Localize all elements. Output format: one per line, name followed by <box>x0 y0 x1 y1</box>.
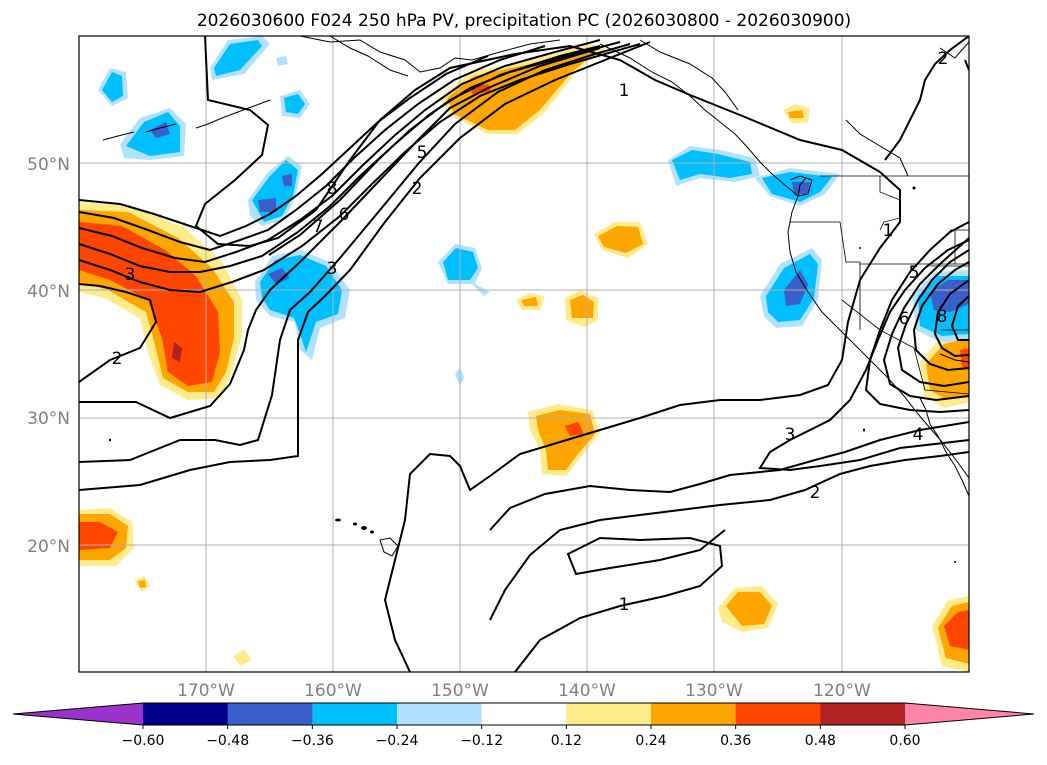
pv-label: 1 <box>883 221 894 241</box>
pv-label: 2 <box>938 49 949 69</box>
precip-negative-area <box>258 198 276 212</box>
colorbar-segment <box>312 703 398 725</box>
colorbar-segment <box>481 703 567 725</box>
figure-title: 2026030600 F024 250 hPa PV, precipitatio… <box>197 11 851 31</box>
precip-shading <box>79 36 969 672</box>
pv-label: 2 <box>112 349 123 369</box>
colorbar-tick-label: −0.60 <box>122 733 165 749</box>
pv-label: 2 <box>810 483 821 503</box>
precip-positive-area <box>944 610 969 650</box>
lon-label: 170°W <box>177 681 235 701</box>
precip-positive-area <box>598 226 643 253</box>
colorbar-segment <box>820 703 906 725</box>
islands <box>108 186 956 563</box>
colorbar-tick-label: −0.36 <box>291 733 334 749</box>
precip-negative-area <box>214 40 262 76</box>
island-outlines <box>102 99 399 557</box>
precip-positive-area <box>960 348 969 370</box>
precip-positive-area <box>470 84 492 94</box>
colorbar-tick-label: 0.60 <box>889 733 920 749</box>
pv-label: 1 <box>619 595 630 615</box>
map-frame <box>78 35 970 673</box>
pv-label: 8 <box>327 179 338 199</box>
pv-label: 6 <box>899 309 910 329</box>
colorbar-extend-low <box>13 703 143 725</box>
lon-label: 120°W <box>813 681 871 701</box>
pv-label: 5 <box>909 263 920 283</box>
colorbar-tick-label: −0.48 <box>206 733 249 749</box>
colorbar-segment <box>566 703 652 725</box>
lat-label: 50°N <box>27 155 70 175</box>
lon-label: 160°W <box>304 681 362 701</box>
colorbar-extend-high <box>905 703 1034 725</box>
precip-positive-area <box>521 297 538 306</box>
colorbar-tick-label: 0.12 <box>551 733 582 749</box>
colorbar-tick-label: 0.48 <box>805 733 836 749</box>
colorbar-tick-label: −0.12 <box>460 733 503 749</box>
precip-positive-area <box>570 295 594 318</box>
pv-contours <box>79 36 969 672</box>
coastlines <box>299 36 969 497</box>
pv-label: 7 <box>313 217 324 237</box>
precip-positive-area <box>79 222 220 386</box>
colorbar-segment <box>143 703 229 725</box>
precip-positive-area <box>79 522 118 550</box>
precip-positive-area <box>726 592 772 626</box>
precip-positive-area <box>138 580 146 588</box>
precip-positive-area <box>788 110 804 118</box>
lon-labels: 170°W 160°W 150°W 140°W 130°W 120°W <box>177 681 871 701</box>
colorbar-tick-label: −0.24 <box>376 733 419 749</box>
pv-label: 8 <box>937 307 948 327</box>
lat-label: 20°N <box>27 537 70 557</box>
pv-label: 3 <box>327 259 338 279</box>
precip-negative-area <box>150 122 170 138</box>
colorbar-segment <box>651 703 737 725</box>
lon-label: 130°W <box>685 681 743 701</box>
precip-negative-area <box>276 56 288 66</box>
precip-negative-area <box>102 72 123 102</box>
pv-label: 3 <box>785 425 796 445</box>
precip-negative-area <box>268 268 290 284</box>
lon-label: 140°W <box>558 681 616 701</box>
pv-label: 6 <box>339 205 350 225</box>
precip-negative-area <box>282 174 292 186</box>
colorbar-segment <box>397 703 483 725</box>
precip-negative-area <box>784 270 808 306</box>
precip-negative-area <box>672 150 752 180</box>
colorbar: −0.60 −0.48 −0.36 −0.24 −0.12 0.12 0.24 0.36 0.4… <box>12 702 1035 749</box>
precip-positive-area <box>565 422 584 436</box>
precip-negative-area <box>792 182 810 194</box>
colorbar-segment <box>227 703 313 725</box>
lat-labels: 20°N 30°N 40°N 50°N <box>27 155 70 557</box>
precip-negative-area <box>284 94 305 114</box>
pv-contour-labels: 2 1 5 2 8 7 6 3 3 2 1 3 4 2 1 5 6 8 <box>112 49 949 615</box>
pv-label: 1 <box>619 81 630 101</box>
pv-label: 3 <box>125 265 136 285</box>
lon-label: 150°W <box>431 681 489 701</box>
colorbar-tick-label: 0.36 <box>720 733 751 749</box>
map-plot-area: 2 1 5 2 8 7 6 3 3 2 1 3 4 2 1 5 6 8 <box>79 36 969 672</box>
colorbar-segment <box>735 703 821 725</box>
pv-label: 5 <box>417 143 428 163</box>
precip-positive-area <box>172 342 182 362</box>
pv-label: 2 <box>412 179 423 199</box>
lat-label: 40°N <box>27 282 70 302</box>
colorbar-tick-label: 0.24 <box>635 733 666 749</box>
pv-label: 4 <box>913 425 924 445</box>
precip-positive-area <box>233 650 252 666</box>
lat-label: 30°N <box>27 409 70 429</box>
